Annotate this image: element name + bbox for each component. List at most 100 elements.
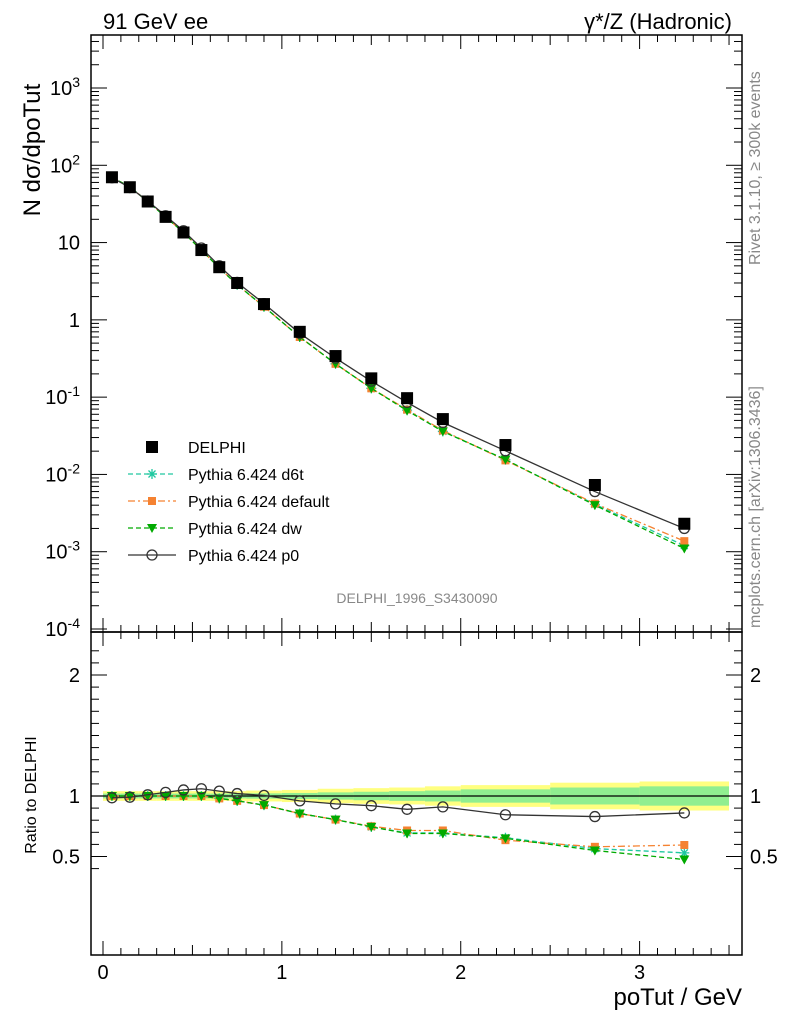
ratio-y-tick-label: 0.5: [52, 847, 80, 869]
main-data-point: [402, 406, 413, 416]
ratio-data-point: [401, 803, 413, 815]
ratio-data-point: [213, 785, 225, 797]
ratio-data-point: [680, 841, 689, 850]
ratio-data-point: [196, 792, 207, 801]
main-data-point: [588, 478, 601, 491]
main-data-point: [589, 501, 600, 511]
main-frame: [90, 34, 743, 633]
ratio-data-point: [124, 791, 136, 803]
ratio-series: [106, 783, 690, 865]
main-data-point: [437, 427, 448, 437]
ratio-data-point: [365, 800, 377, 812]
ratio-y-tick-label-right: 1: [750, 786, 761, 808]
main-data-point: [499, 439, 512, 452]
legend: DELPHI Pythia 6.424 d6t Pythia 6.424 defau…: [128, 440, 330, 565]
y-tick-label: 102: [50, 151, 80, 177]
mcplots-label: mcplots.cern.ch [arXiv:1306.3436]: [747, 386, 764, 628]
y-tick-label: 10-1: [45, 383, 80, 409]
y-tick-label: 10: [58, 233, 80, 255]
main-y-axis-title-text: N dσ/dpoTut: [19, 83, 46, 216]
main-data-point: [680, 537, 689, 546]
legend-marker: [146, 549, 158, 561]
ratio-data-point: [437, 801, 449, 813]
ratio-data-point: [589, 810, 601, 823]
ratio-data-point: [329, 798, 342, 810]
ratio-data-point: [159, 786, 172, 799]
legend-marker: [147, 469, 157, 479]
header-left-label: 91 GeV ee: [103, 9, 208, 34]
main-data-point: [257, 298, 270, 311]
ratio-data-point: [106, 792, 117, 801]
main-data-point: [123, 181, 136, 194]
rivet-version-label: Rivet 3.1.10, ≥ 300k events: [747, 71, 764, 265]
main-data-point: [500, 455, 511, 465]
main-data-point: [365, 372, 378, 385]
ratio-data-point: [258, 789, 270, 802]
legend-label: Pythia 6.424 default: [188, 494, 330, 511]
y-tick-label: 10-4: [45, 615, 80, 641]
ratio-y-tick-label-right: 0.5: [750, 847, 778, 869]
legend-marker: [146, 441, 158, 453]
ratio-data-point: [160, 792, 171, 801]
ratio-data-point: [214, 794, 225, 804]
y-tick-label: 103: [50, 74, 80, 100]
ratio-y-tick-label: 2: [69, 665, 80, 687]
ratio-data-point: [294, 809, 305, 819]
ratio-series-line: [111, 788, 685, 818]
main-data-point: [679, 544, 690, 554]
ratio-data-point: [124, 792, 135, 801]
main-data-point: [436, 413, 449, 426]
ratio-data-point: [500, 834, 511, 844]
legend-label: Pythia 6.424 p0: [188, 548, 299, 565]
ratio-data-point: [402, 829, 413, 839]
main-data-point: [329, 350, 342, 363]
ratio-y-tick-label: 1: [69, 786, 80, 808]
ratio-data-point: [294, 795, 306, 807]
ratio-data-point: [678, 807, 690, 819]
main-data-point: [177, 226, 190, 239]
main-data-point: [401, 392, 414, 405]
legend-label: Pythia 6.424 dw: [188, 521, 302, 538]
legend-label: DELPHI: [188, 440, 246, 457]
ratio-frame: [90, 631, 743, 956]
main-data-point: [159, 210, 172, 223]
ratio-data-point: [499, 809, 512, 821]
ratio-data-point: [679, 847, 690, 858]
ratio-y-tick-label-right: 2: [750, 665, 761, 687]
main-data-point: [213, 261, 226, 274]
legend-marker: [148, 497, 156, 505]
ratio-data-point: [679, 855, 690, 865]
ratio-data-point: [142, 789, 154, 801]
main-data-point: [105, 171, 118, 184]
ratio-data-point: [366, 822, 377, 832]
y-tick-label: 10-3: [45, 538, 80, 564]
ratio-y-axis-title: Ratio to DELPHI: [23, 736, 40, 853]
legend-label: Pythia 6.424 d6t: [188, 467, 304, 484]
y-tick-label: 10-2: [45, 460, 80, 486]
analysis-watermark: DELPHI_1996_S3430090: [336, 590, 497, 606]
main-axes: 10-4 10-3 10-2 10-1 1 10 102 103: [45, 34, 743, 955]
main-data-point: [366, 384, 377, 394]
ratio-data-point: [195, 783, 208, 795]
main-data-point: [678, 517, 691, 530]
main-data-point: [195, 244, 208, 257]
main-data-point: [231, 276, 244, 289]
ratio-axes: 0 1 2 3 0.5 0.5 1 1 2 2: [52, 631, 778, 984]
y-tick-label: 1: [69, 310, 80, 332]
main-data-point: [141, 195, 154, 208]
ratio-data-point: [437, 829, 448, 839]
x-tick-label: 0: [97, 962, 108, 984]
ratio-data-point: [177, 784, 190, 796]
ratio-data-point: [231, 787, 243, 800]
main-data-point: [293, 325, 306, 338]
main-series: [105, 171, 691, 554]
x-tick-label: 3: [634, 962, 645, 984]
x-axis-title: poTut / GeV: [613, 984, 742, 1011]
x-tick-label: 1: [276, 962, 287, 984]
main-y-axis-title: N dσ/dpoTut: [19, 83, 46, 216]
ratio-data-point: [330, 815, 341, 825]
header-right-label: γ*/Z (Hadronic): [584, 9, 732, 34]
ratio-data-point: [106, 792, 118, 804]
ratio-data-point: [589, 846, 600, 856]
